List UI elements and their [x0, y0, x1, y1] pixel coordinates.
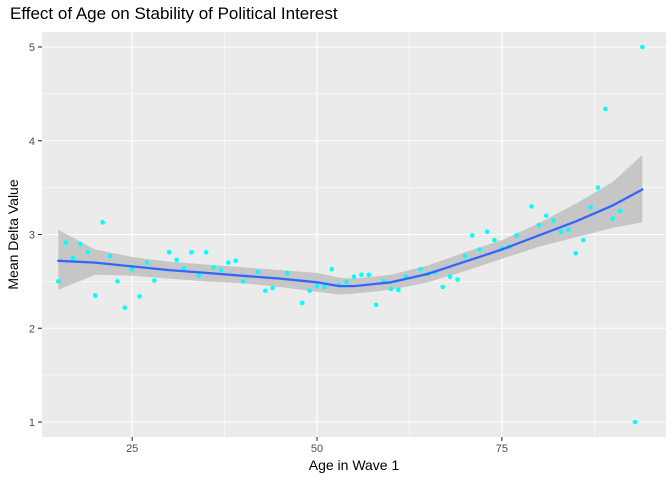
data-point [595, 185, 601, 190]
data-point [85, 250, 91, 255]
data-point [322, 284, 327, 290]
data-points [55, 44, 645, 425]
data-point [373, 302, 379, 308]
data-point [440, 284, 446, 290]
data-point [388, 286, 394, 292]
y-tick-label: 5 [29, 42, 35, 54]
data-point [299, 300, 305, 306]
data-point [55, 279, 61, 284]
data-point [514, 233, 519, 238]
data-point [270, 285, 275, 291]
data-point [203, 250, 209, 255]
data-point [115, 279, 120, 284]
data-point [107, 253, 113, 259]
data-point [418, 266, 423, 272]
data-point [314, 283, 320, 289]
data-point [181, 265, 187, 271]
data-point [551, 218, 556, 223]
data-point [329, 266, 335, 272]
data-point [344, 280, 349, 285]
y-tick-label: 1 [29, 417, 35, 429]
data-point [462, 253, 468, 259]
data-point [144, 260, 150, 265]
data-point [640, 44, 645, 50]
data-point [455, 277, 460, 282]
x-axis-ticks: 25 50 75 [126, 437, 508, 455]
data-point [447, 274, 453, 279]
data-point [63, 240, 68, 246]
data-point [78, 241, 83, 247]
data-point [129, 266, 135, 272]
data-point [152, 278, 157, 283]
data-point [603, 106, 608, 112]
data-point [588, 205, 593, 210]
data-point [285, 270, 290, 276]
data-point [359, 272, 364, 278]
data-point [196, 273, 202, 279]
data-point [580, 237, 586, 243]
data-point [70, 255, 76, 261]
data-point [558, 229, 564, 234]
y-axis-ticks: 1 2 3 4 5 [29, 42, 42, 429]
y-axis-title: Mean Delta Value [5, 179, 21, 289]
data-point [573, 250, 579, 256]
data-point [240, 279, 246, 284]
data-point [255, 269, 261, 275]
data-point [189, 250, 194, 255]
data-point [477, 247, 482, 252]
data-point [617, 208, 623, 214]
data-point [529, 204, 534, 209]
data-point [233, 258, 239, 264]
data-point [469, 233, 475, 238]
data-point [396, 287, 401, 293]
data-point [610, 216, 616, 221]
y-tick-label: 4 [29, 136, 35, 148]
x-tick-label: 75 [496, 443, 508, 455]
data-point [226, 260, 231, 265]
x-axis-title: Age in Wave 1 [309, 457, 400, 473]
data-point [166, 250, 172, 255]
data-point [566, 227, 571, 233]
data-point [262, 288, 268, 294]
y-tick-label: 2 [29, 323, 35, 335]
x-tick-label: 50 [311, 443, 323, 455]
y-tick-label: 3 [29, 230, 35, 242]
x-tick-label: 25 [126, 443, 138, 455]
smooth-trend-line [57, 188, 644, 288]
data-point [211, 265, 216, 270]
data-point [366, 272, 372, 278]
data-point [484, 229, 490, 234]
data-point [137, 294, 142, 299]
data-point [536, 222, 542, 228]
data-point [174, 257, 179, 263]
data-point [218, 267, 224, 273]
data-point [632, 419, 638, 425]
confidence-ribbon [58, 154, 643, 295]
data-point [307, 288, 312, 294]
data-point [100, 220, 105, 225]
data-point [543, 213, 549, 219]
data-point [492, 237, 497, 243]
chart-title: Effect of Age on Stability of Political … [10, 4, 338, 23]
data-point [92, 293, 98, 298]
data-point [351, 274, 357, 279]
data-point [122, 305, 128, 310]
